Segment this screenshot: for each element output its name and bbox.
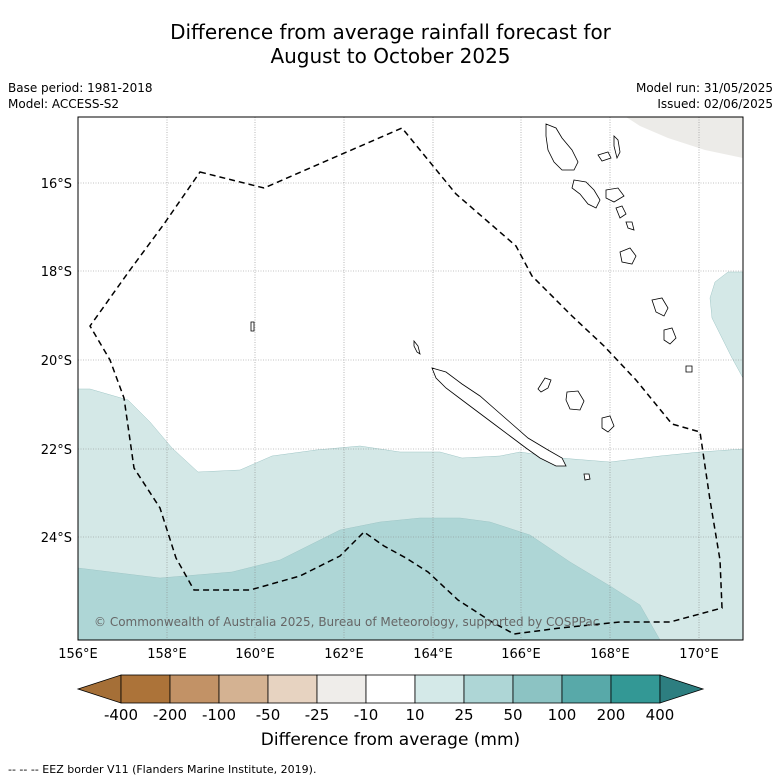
lon-axis: 156°E 158°E 160°E 162°E 164°E 166°E 168°… [58,647,719,662]
vanuatu-shepherds [625,221,635,231]
lon-tick-158e: 158°E [147,647,187,662]
eez-legend-note: -- -- -- EEZ border V11 (Flanders Marine… [8,763,317,776]
model-run: Model run: 31/05/2025 [635,81,773,95]
colorbar-tick-label: 200 [597,706,626,724]
lat-tick-16s: 16°S [41,177,72,192]
colorbar-low-extend [76,674,122,704]
base-period: Base period: 1981-2018 [8,81,153,95]
colorbar-cell [267,674,318,704]
colorbar-cell [561,674,612,704]
colorbar-label: Difference from average (mm) [260,730,521,750]
meta-left: Base period: 1981-2018 Model: ACCESS-S2 [8,80,153,112]
lon-tick-170e: 170°E [679,647,719,662]
colorbar-tick-label: -10 [354,706,379,724]
colorbar-cells [120,674,661,704]
colorbar-cell [610,674,661,704]
lat-tick-18s: 18°S [41,265,72,280]
colorbar-tick-label: 25 [454,706,473,724]
colorbar-tick-label: -50 [256,706,281,724]
eez-border [89,127,723,635]
region-25-50 [78,517,661,640]
vanuatu-efate [619,247,637,265]
vanuatu-ambrym [605,187,625,203]
colorbar-high-extend [659,674,705,704]
meta-right: Model run: 31/05/2025 Issued: 02/06/2025 [636,80,773,112]
title-line-2: August to October 2025 [270,44,511,68]
chesterfield-islet [250,321,255,332]
gridlines [78,117,743,640]
map-area: © Commonwealth of Australia 2025, Bureau… [78,117,743,640]
vanuatu-tanna [663,327,677,345]
title-line-1: Difference from average rainfall forecas… [170,20,611,44]
chart-title: Difference from average rainfall forecas… [0,20,781,68]
vanuatu-espiritu-santo [545,123,579,171]
copyright-text: © Commonwealth of Australia 2025, Bureau… [94,615,599,629]
colorbar-cell [512,674,563,704]
colorbar-cell [316,674,367,704]
colorbar-tick-label: -25 [305,706,330,724]
lat-tick-20s: 20°S [41,354,72,369]
colorbar-tick-label: 100 [548,706,577,724]
issued-date: Issued: 02/06/2025 [657,97,773,111]
belep-island [413,339,421,355]
vanuatu-malo [597,151,612,162]
lat-axis: 16°S 18°S 20°S 22°S 24°S [41,177,72,546]
colorbar-cell [218,674,269,704]
loyalty-mare [601,415,615,433]
colorbar-cell [414,674,465,704]
map-frame [77,116,744,641]
new-caledonia-island [431,367,567,467]
colorbar-tick-labels: -400 -200 -100 -50 -25 -10 10 25 50 100 200 400 [104,706,674,724]
colorbar-cell [120,674,171,704]
lon-tick-162e: 162°E [324,647,364,662]
loyalty-ouvea [537,377,552,393]
region-10-25-east [709,271,743,379]
vanuatu-erromango [651,297,669,317]
vanuatu-maewo [613,135,621,160]
lon-tick-168e: 168°E [590,647,630,662]
lon-tick-160e: 160°E [235,647,275,662]
loyalty-lifou [565,390,585,411]
model-name: Model: ACCESS-S2 [8,97,120,111]
colorbar-tick-label: -400 [104,706,138,724]
lon-tick-166e: 166°E [501,647,541,662]
coastlines [250,123,693,481]
vanuatu-malekula [571,179,601,209]
colorbar-cell [169,674,220,704]
region-neg25-neg10 [626,117,743,158]
colorbar: -400 -200 -100 -50 -25 -10 10 25 50 100 200 400 [76,674,705,724]
colorbar-tick-label: -200 [153,706,187,724]
vanuatu-epi [615,205,627,219]
colorbar-tick-label: -100 [202,706,236,724]
colorbar-cell [365,674,416,704]
colorbar-tick-label: 400 [646,706,675,724]
vanuatu-aneityum [685,365,693,373]
lat-tick-22s: 22°S [41,443,72,458]
lon-tick-164e: 164°E [413,647,453,662]
colorbar-tick-label: 50 [503,706,522,724]
colorbar-cell [463,674,514,704]
lon-tick-156e: 156°E [58,647,98,662]
isle-of-pines [583,473,591,481]
lat-tick-24s: 24°S [41,531,72,546]
colorbar-tick-label: 10 [405,706,424,724]
